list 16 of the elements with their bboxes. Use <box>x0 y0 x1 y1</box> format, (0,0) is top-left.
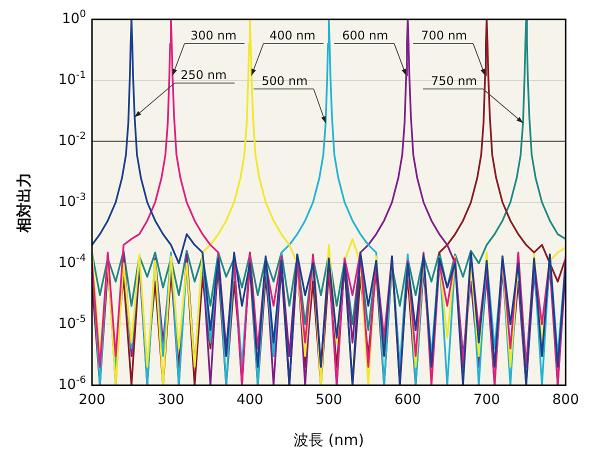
annotation: 400 nm <box>269 28 316 43</box>
annotation: 750 nm <box>430 74 478 88</box>
x-tick-label: 300 <box>158 392 184 408</box>
y-axis-title: 相対出力 <box>14 172 33 234</box>
annotation: 700 nm <box>421 28 468 43</box>
x-tick-label: 400 <box>236 392 264 408</box>
annotation: 600 nm <box>342 28 388 43</box>
x-tick-label: 200 <box>78 392 106 408</box>
x-tick-label: 600 <box>394 392 422 408</box>
x-tick-label: 500 <box>315 392 342 408</box>
annotation: 500 nm <box>262 74 308 88</box>
annotation: 250 nm <box>180 68 227 82</box>
annotation: 300 nm <box>190 28 237 43</box>
x-tick-label: 800 <box>552 392 580 408</box>
x-tick-label: 700 <box>473 392 500 408</box>
x-axis-title: 波長 (nm) <box>294 430 364 449</box>
